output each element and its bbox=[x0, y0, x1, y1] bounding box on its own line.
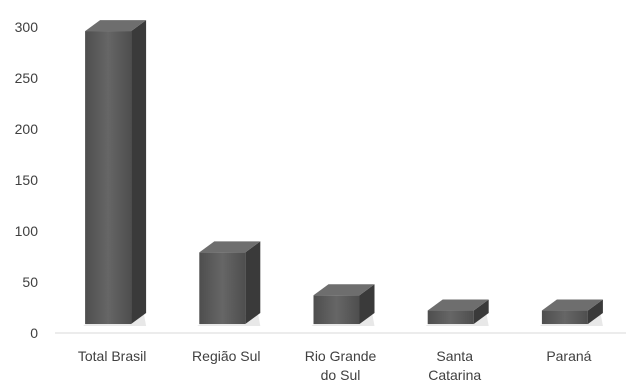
y-tick-label: 100 bbox=[15, 223, 39, 239]
bar-top-face bbox=[541, 299, 603, 311]
y-tick-label: 300 bbox=[15, 19, 39, 35]
bar-side-face bbox=[359, 284, 375, 324]
x-category-label: Santa Catarina bbox=[428, 348, 481, 383]
x-category-label: Região Sul bbox=[192, 348, 261, 364]
y-tick-label: 200 bbox=[15, 121, 39, 137]
bar bbox=[311, 284, 375, 326]
bar bbox=[83, 20, 147, 326]
x-category-label: Rio Grande do Sul bbox=[305, 348, 377, 383]
bar bbox=[539, 299, 603, 326]
bar-top-face bbox=[199, 241, 261, 253]
bar-side-face bbox=[131, 20, 147, 325]
bar-top-face bbox=[85, 20, 147, 32]
bar-front-face bbox=[199, 252, 246, 324]
bar-top-face bbox=[313, 284, 375, 296]
y-tick-label: 150 bbox=[15, 172, 39, 188]
bar bbox=[197, 241, 261, 326]
x-category-label: Paraná bbox=[546, 348, 591, 364]
y-tick-label: 0 bbox=[30, 325, 38, 341]
bar-top-face bbox=[427, 299, 489, 311]
x-category-label: Total Brasil bbox=[78, 348, 146, 364]
bar-front-face bbox=[313, 295, 360, 324]
y-axis: 0 50 100 150 200 250 300 bbox=[15, 19, 39, 341]
bar-side-face bbox=[587, 299, 603, 324]
bar-front-face bbox=[427, 310, 474, 324]
bar-front-face bbox=[85, 31, 132, 325]
bar-side-face bbox=[473, 299, 489, 324]
y-tick-label: 250 bbox=[15, 70, 39, 86]
y-tick-label: 50 bbox=[22, 274, 38, 290]
bar-side-face bbox=[245, 241, 261, 324]
bar bbox=[425, 299, 489, 326]
bars bbox=[83, 20, 603, 326]
bar-front-face bbox=[541, 310, 588, 324]
x-axis: Total Brasil Região Sul Rio Grande do Sul Sa… bbox=[78, 348, 592, 383]
